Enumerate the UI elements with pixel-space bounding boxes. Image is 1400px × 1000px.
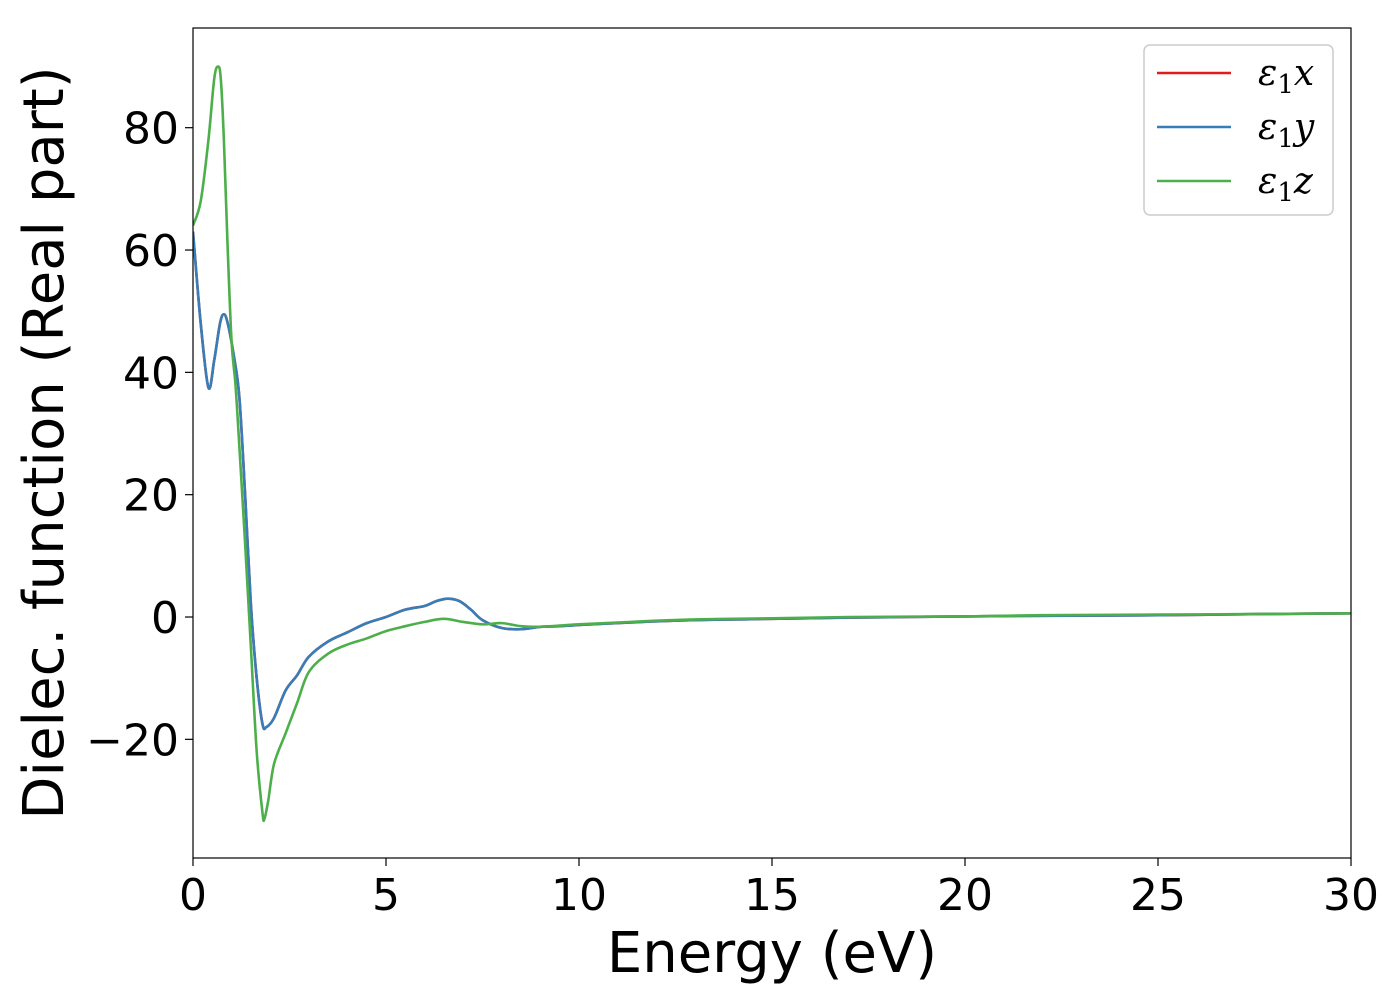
- legend-label-y: ε1y: [1258, 107, 1315, 154]
- x-axis: 0 5 10 15 20 25 30: [179, 858, 1379, 921]
- y-axis: −20 0 20 40 60 80: [86, 104, 193, 766]
- x-tick-label: 25: [1130, 870, 1186, 921]
- x-tick-label: 30: [1323, 870, 1379, 921]
- legend-label-x: ε1x: [1258, 53, 1314, 100]
- y-tick-label: 0: [151, 593, 179, 644]
- legend-symbol: ε: [1258, 161, 1277, 202]
- y-tick-label: −20: [86, 715, 179, 766]
- legend-subscript: 1: [1277, 178, 1294, 208]
- legend-symbol: ε: [1258, 107, 1277, 148]
- series-line-z: [193, 65, 1351, 823]
- y-tick-label: 40: [123, 348, 179, 399]
- legend-variable: x: [1294, 53, 1314, 94]
- y-axis-label: Dielec. function (Real part): [12, 66, 77, 819]
- y-tick-label: 80: [123, 104, 179, 155]
- x-tick-label: 10: [551, 870, 607, 921]
- y-tick-label: 20: [123, 471, 179, 522]
- x-tick-label: 0: [179, 870, 207, 921]
- legend-subscript: 1: [1277, 124, 1294, 154]
- x-tick-label: 20: [937, 870, 993, 921]
- legend-subscript: 1: [1277, 70, 1294, 100]
- legend-box: [1143, 44, 1334, 216]
- legend-variable: y: [1292, 107, 1315, 148]
- legend-label-z: ε1z: [1258, 161, 1314, 208]
- x-axis-label: Energy (eV): [607, 921, 937, 986]
- legend-variable: z: [1293, 161, 1314, 202]
- y-tick-label: 60: [123, 226, 179, 277]
- series-layer: [193, 65, 1351, 823]
- x-tick-label: 5: [372, 870, 400, 921]
- legend-symbol: ε: [1258, 53, 1277, 94]
- x-tick-label: 15: [744, 870, 800, 921]
